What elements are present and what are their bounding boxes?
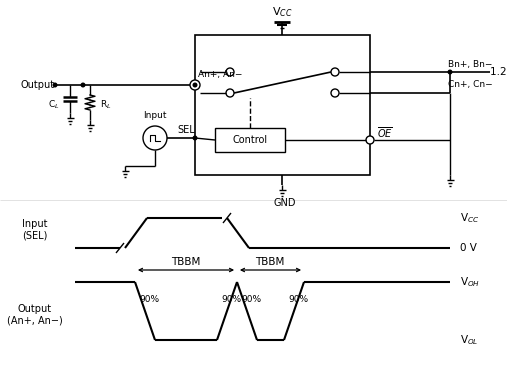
Text: 90%: 90%: [288, 295, 308, 305]
Circle shape: [193, 135, 198, 141]
Text: 90%: 90%: [139, 295, 159, 305]
Text: C$_L$: C$_L$: [49, 99, 60, 111]
Text: $\overline{OE}$: $\overline{OE}$: [377, 126, 393, 141]
Circle shape: [331, 89, 339, 97]
Text: An+, An−: An+, An−: [198, 70, 242, 80]
Text: R$_L$: R$_L$: [100, 99, 112, 111]
Bar: [215, 128, 285, 152]
Circle shape: [226, 68, 234, 76]
Text: Input
(SEL): Input (SEL): [22, 219, 48, 241]
Text: 1.2 V: 1.2 V: [490, 67, 507, 77]
Text: 90%: 90%: [241, 295, 261, 305]
Text: Output: Output: [21, 80, 55, 90]
Circle shape: [143, 126, 167, 150]
Bar: [195, 35, 370, 175]
Text: TBBM: TBBM: [256, 257, 285, 267]
Text: TBBM: TBBM: [171, 257, 201, 267]
Text: V$_{CC}$: V$_{CC}$: [272, 5, 292, 19]
Text: V$_{CC}$: V$_{CC}$: [460, 211, 479, 225]
Circle shape: [226, 89, 234, 97]
Circle shape: [366, 136, 374, 144]
Text: Output
(An+, An−): Output (An+, An−): [7, 304, 63, 326]
Text: Bn+, Bn−: Bn+, Bn−: [448, 59, 492, 69]
Circle shape: [331, 68, 339, 76]
Text: V$_{OL}$: V$_{OL}$: [460, 333, 479, 347]
Circle shape: [53, 83, 57, 87]
Circle shape: [190, 80, 200, 90]
Text: Control: Control: [232, 135, 268, 145]
Text: SEL: SEL: [177, 125, 195, 135]
Circle shape: [81, 83, 86, 87]
Text: 90%: 90%: [221, 295, 241, 305]
Text: Cn+, Cn−: Cn+, Cn−: [448, 80, 492, 90]
Text: GND: GND: [274, 198, 296, 208]
Text: 0 V: 0 V: [460, 243, 477, 253]
Circle shape: [193, 83, 198, 87]
Text: V$_{OH}$: V$_{OH}$: [460, 275, 480, 289]
Circle shape: [448, 69, 453, 75]
Text: Input: Input: [143, 112, 167, 120]
